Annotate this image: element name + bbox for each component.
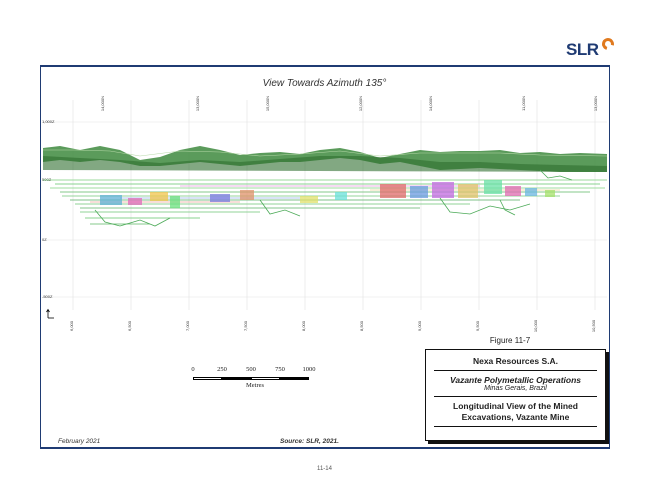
top-coord-label-7: 13,000N: [593, 96, 598, 111]
bottom-coord-label-4: 7,500: [243, 320, 248, 331]
top-coord-label-6: 11,000N: [521, 96, 526, 111]
scale-tick-750: 750: [275, 366, 285, 373]
scale-tick-1000: 1000: [302, 366, 316, 373]
mined-excavations: [43, 169, 607, 227]
topography-surface: [43, 146, 608, 172]
scale-segment-1: [193, 377, 222, 380]
bottom-coord-label-8: 9,500: [475, 320, 480, 331]
bottom-coord-label-5: 8,000: [301, 320, 306, 331]
scale-segment-2: [222, 377, 251, 380]
slr-logo: SLR: [566, 35, 617, 62]
figure-title-line-1: Longitudinal View of the Mined: [453, 401, 578, 411]
top-coord-label-3: 15,000N: [265, 96, 270, 111]
scale-tick-250: 250: [217, 366, 227, 373]
view-title: View Towards Azimuth 135°: [262, 78, 387, 89]
project-name: Vazante Polymetallic Operations: [449, 375, 581, 385]
company-name: Nexa Resources S.A.: [434, 350, 597, 371]
footer-date: February 2021: [58, 438, 101, 445]
bottom-coord-label-7: 9,000: [417, 320, 422, 331]
section-grid: [43, 100, 607, 310]
scale-tick-0: 0: [191, 366, 195, 373]
figure-number: Figure 11-7: [489, 336, 531, 345]
figure-title-line-2: Excavations, Vazante Mine: [461, 412, 570, 422]
scale-segment-3: [251, 377, 280, 380]
elevation-label-3: 0Z: [42, 237, 47, 242]
scale-bar: 0 250 500 750 1000 Metres: [185, 366, 325, 396]
bottom-coord-label-3: 7,000: [185, 320, 190, 331]
top-coord-label-5: 14,000N: [428, 96, 433, 111]
elevation-label-4: -500Z: [42, 294, 53, 299]
title-block: Nexa Resources S.A. Vazante Polymetallic…: [425, 349, 606, 441]
figure-title: Longitudinal View of the Mined Excavatio…: [434, 397, 597, 427]
scale-tick-500: 500: [246, 366, 256, 373]
footer-source: Source: SLR, 2021.: [280, 438, 339, 445]
bottom-coord-label-6: 8,500: [359, 320, 364, 331]
bottom-coord-label-10: 10,500: [591, 319, 596, 332]
top-coord-label-2: 13,000N: [195, 96, 200, 111]
top-coord-label-4: 12,000N: [358, 96, 363, 111]
bottom-coord-label-9: 10,000: [533, 319, 538, 332]
project-location: Minas Gerais, Brazil: [434, 385, 597, 397]
logo-text: SLR: [566, 40, 599, 59]
scale-segment-4: [280, 377, 309, 380]
figure-frame: [40, 65, 610, 449]
top-coord-label-1: 14,000N: [100, 96, 105, 111]
orientation-arrow-icon: [46, 308, 54, 319]
page-number: 11-14: [317, 466, 332, 472]
elevation-label-1: 1,000Z: [42, 119, 55, 124]
elevation-label-2: 500Z: [42, 177, 52, 182]
bottom-coord-label-2: 6,500: [127, 320, 132, 331]
bottom-coord-label-1: 6,000: [69, 320, 74, 331]
scale-unit: Metres: [245, 382, 265, 389]
